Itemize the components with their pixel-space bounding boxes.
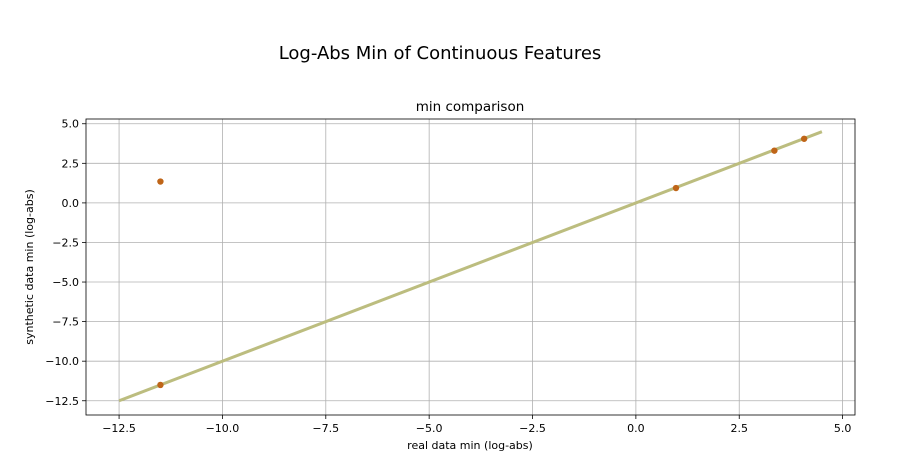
y-tick-label: 0.0: [62, 197, 80, 210]
data-point: [157, 381, 164, 389]
y-axis-label: synthetic data min (log-abs): [23, 189, 36, 344]
grid: [86, 119, 855, 415]
plot-frame: [85, 118, 856, 416]
x-tick-label: 5.0: [834, 422, 852, 435]
figure-suptitle: Log-Abs Min of Continuous Features: [279, 43, 602, 64]
y-tick-label: −12.5: [45, 395, 79, 408]
x-tick-label: −5.0: [416, 422, 443, 435]
x-axis-ticks: −12.5 −10.0 −7.5 −5.0 −2.5 0.0 2.5 5.0: [102, 415, 851, 435]
y-tick-label: −5.0: [52, 276, 79, 289]
x-tick-label: −10.0: [206, 422, 240, 435]
x-tick-label: 2.5: [730, 422, 748, 435]
y-tick-label: −2.5: [52, 236, 79, 249]
y-tick-label: −10.0: [45, 355, 79, 368]
data-point: [157, 178, 164, 185]
data-point: [672, 184, 680, 192]
reference-line-layer: [118, 130, 823, 403]
x-tick-label: −7.5: [312, 422, 339, 435]
identity-reference-line: [118, 130, 823, 403]
y-tick-label: 5.0: [62, 118, 80, 131]
y-axis-ticks: −12.5 −10.0 −7.5 −5.0 −2.5 0.0 2.5 5.0: [45, 118, 86, 408]
y-tick-label: 2.5: [62, 157, 80, 170]
data-points-layer: [157, 135, 808, 389]
chart-title: min comparison: [416, 99, 525, 115]
data-point: [771, 147, 778, 154]
x-tick-label: 0.0: [627, 422, 645, 435]
y-tick-label: −7.5: [52, 316, 79, 329]
x-tick-label: −12.5: [102, 422, 136, 435]
x-axis-label: real data min (log-abs): [407, 439, 533, 452]
data-point: [800, 135, 808, 142]
x-tick-label: −2.5: [519, 422, 546, 435]
